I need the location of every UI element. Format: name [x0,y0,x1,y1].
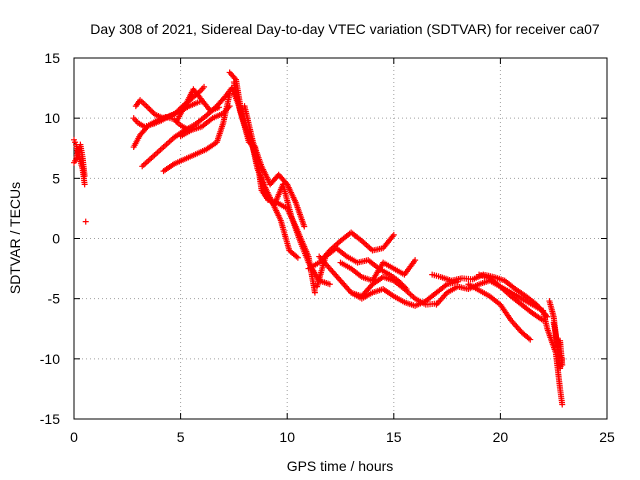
data-point [311,289,318,296]
data-point [226,103,233,110]
data-point [226,91,233,98]
data-point [81,172,88,179]
y-tick-label: -5 [48,291,61,307]
y-tick-labels: -15 -10 -5 0 5 10 15 [40,50,60,427]
data-point [201,83,208,90]
chart-title: Day 308 of 2021, Sidereal Day-to-day VTE… [90,21,600,37]
x-tick-labels: 0 5 10 15 20 25 [70,429,615,445]
data-point [82,218,89,225]
data-point [294,254,301,261]
x-tick-label: 5 [177,429,185,445]
data-point [215,104,222,111]
data-point [559,361,566,368]
y-tick-label: 10 [44,110,60,126]
data-point-interp [147,107,154,114]
data-point [390,231,397,238]
x-tick-label: 15 [386,429,402,445]
data-point-interp [282,179,289,186]
data-point [81,181,88,188]
y-tick-label: 15 [44,50,60,66]
y-axis-label: SDTVAR / TECUs [7,182,23,294]
data-point [326,281,333,288]
x-tick-label: 0 [70,429,78,445]
axis-ticks [73,57,608,420]
y-tick-label: -10 [40,351,60,367]
data-point [527,336,534,343]
data-point-interp [144,104,151,111]
y-tick-label: -15 [40,411,60,427]
x-axis-label: GPS time / hours [287,458,394,474]
data-point [559,401,566,408]
y-tick-label: 5 [52,170,60,186]
x-tick-label: 20 [493,429,509,445]
x-tick-label: 25 [599,429,615,445]
data-points [71,69,566,408]
data-point-interp [149,108,156,115]
x-tick-label: 10 [279,429,295,445]
data-point-interp [146,105,153,112]
data-point [412,257,419,264]
y-tick-label: 0 [52,231,60,247]
data-point [301,223,308,230]
